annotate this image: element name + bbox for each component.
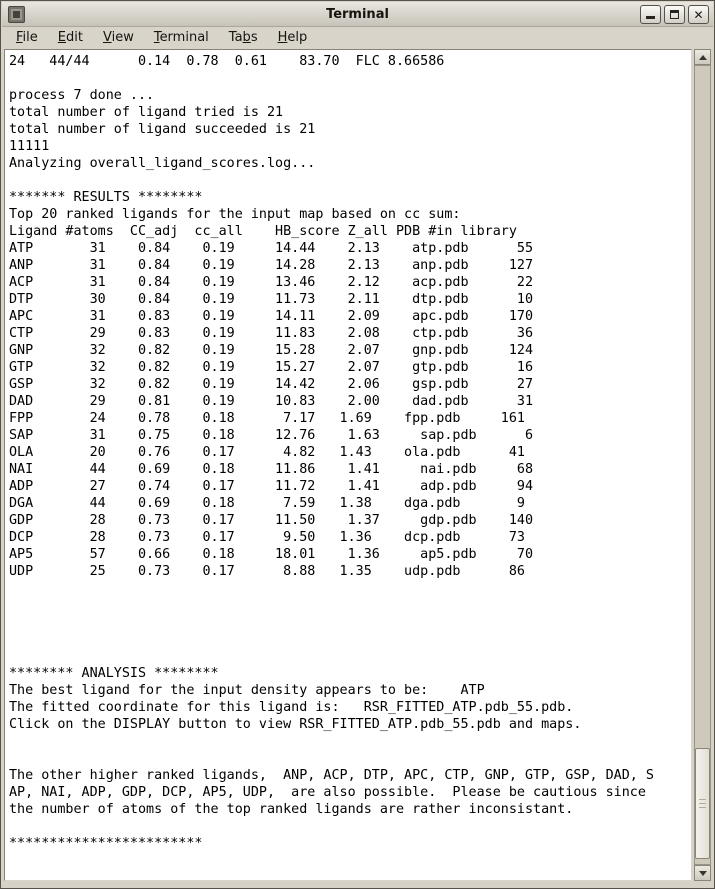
window-title: Terminal [326, 6, 389, 22]
scroll-down-button[interactable] [694, 865, 711, 881]
grip-icon [699, 798, 706, 809]
window-buttons: ✕ [640, 5, 709, 24]
scrollbar-trough[interactable] [694, 65, 711, 865]
scrollbar-thumb[interactable] [695, 748, 710, 859]
menu-file[interactable]: File [16, 30, 38, 45]
menu-help[interactable]: Help [277, 30, 308, 45]
menu-tabs[interactable]: Tabs [228, 30, 258, 45]
minimize-button[interactable] [640, 5, 661, 24]
close-button[interactable]: ✕ [688, 5, 709, 24]
terminal-output: 24 44/44 0.14 0.78 0.61 83.70 FLC 8.6658… [9, 54, 654, 851]
minimize-icon [646, 16, 655, 19]
menu-view[interactable]: View [102, 30, 134, 45]
arrow-up-icon [698, 54, 707, 60]
maximize-button[interactable] [664, 5, 685, 24]
close-icon: ✕ [693, 7, 704, 22]
menu-edit[interactable]: Edit [57, 30, 83, 45]
scroll-up-button[interactable] [694, 49, 711, 65]
menubar: File Edit View Terminal Tabs Help [2, 27, 713, 49]
menu-terminal[interactable]: Terminal [153, 30, 209, 45]
terminal-screen[interactable]: 24 44/44 0.14 0.78 0.61 83.70 FLC 8.6658… [4, 49, 692, 881]
scrollbar [694, 49, 711, 881]
terminal-icon [8, 6, 25, 23]
arrow-down-icon [698, 870, 707, 876]
titlebar[interactable]: Terminal ✕ [2, 2, 713, 27]
maximize-icon [670, 10, 679, 19]
